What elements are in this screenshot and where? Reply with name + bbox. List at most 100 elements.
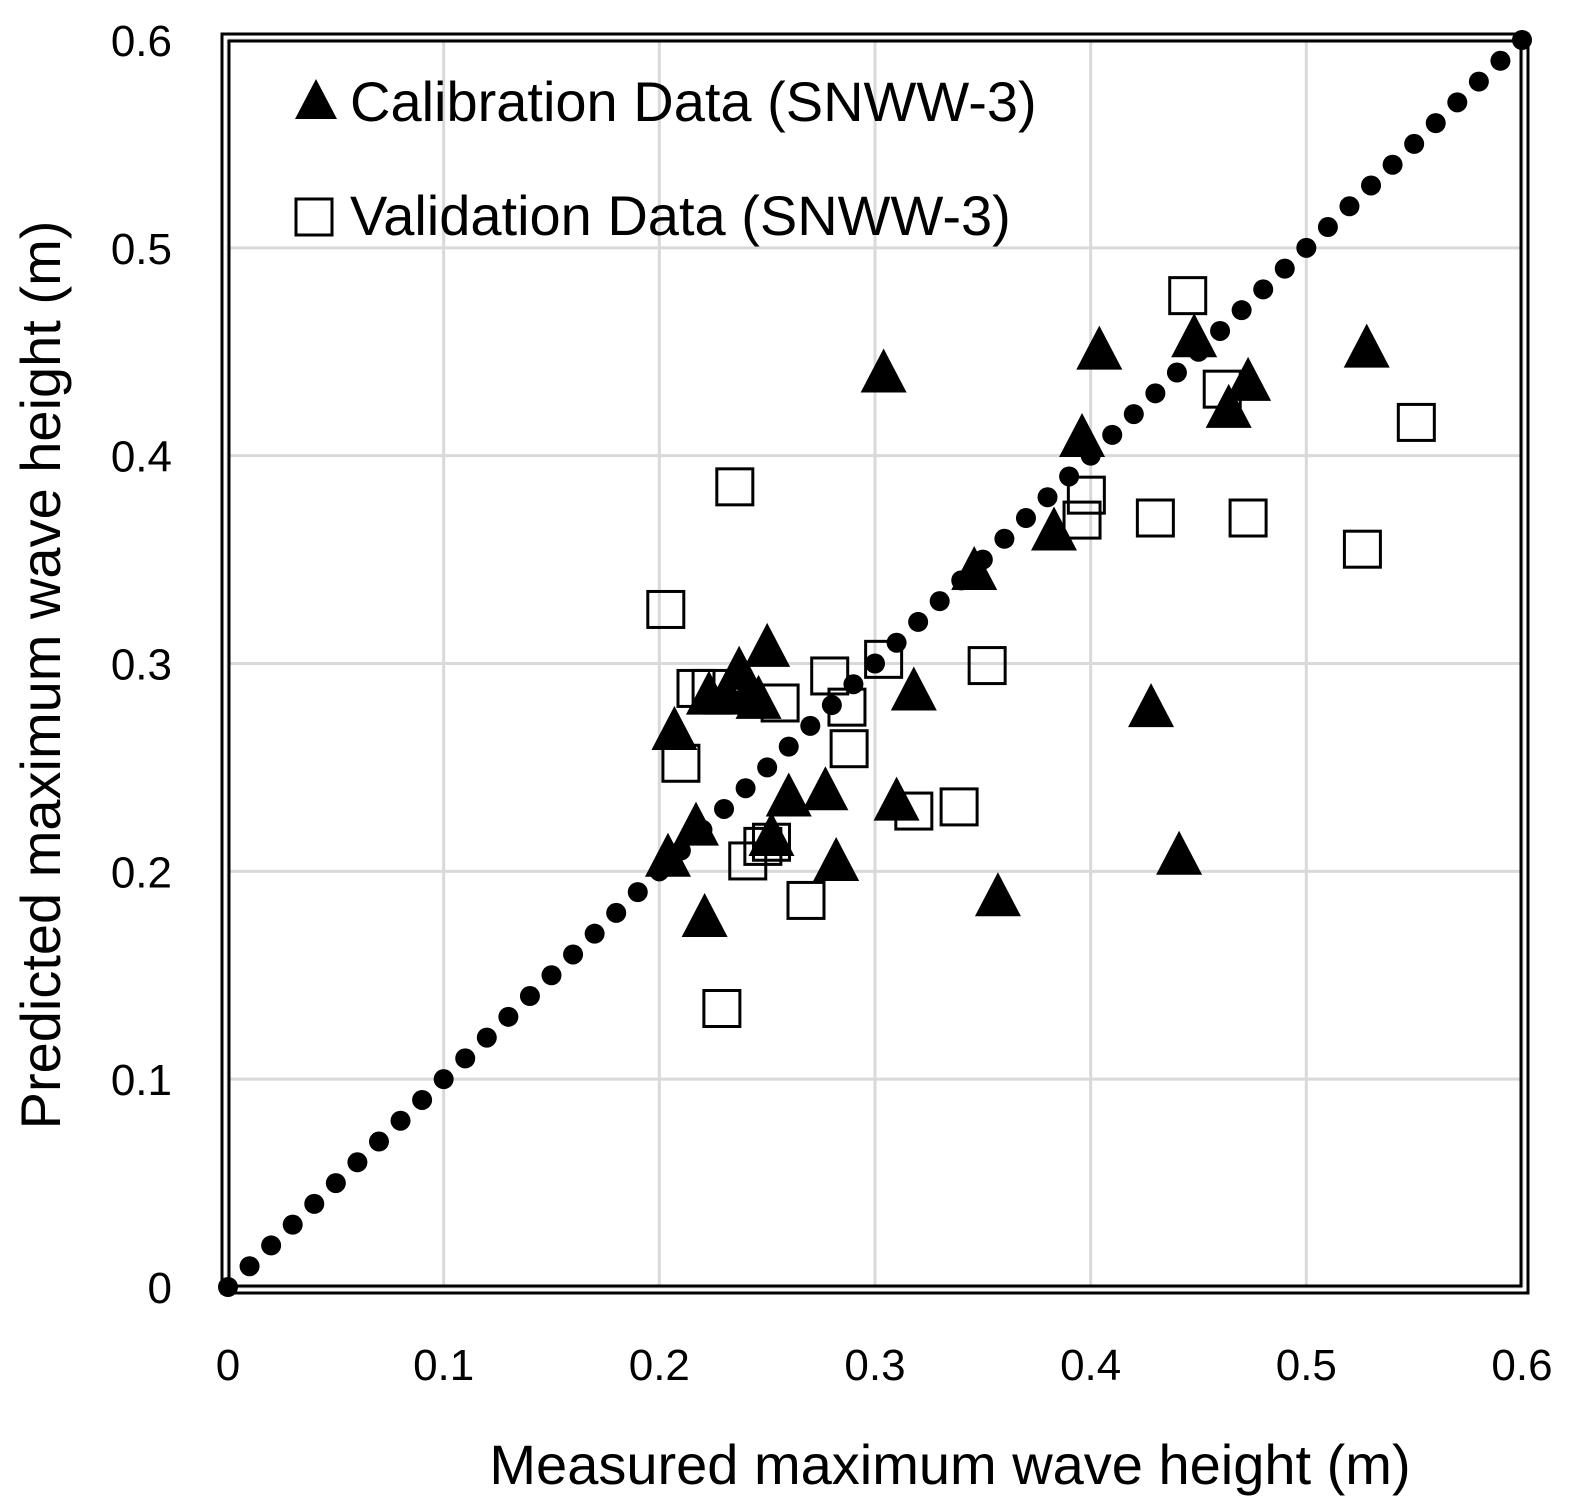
ref-dot (433, 1069, 454, 1090)
x-tick-label: 0.6 (1491, 1341, 1552, 1390)
validation-point (1062, 500, 1102, 540)
ref-dot (627, 882, 648, 903)
ref-dot (929, 591, 950, 612)
validation-series (646, 276, 1436, 1029)
ref-dot (304, 1193, 325, 1214)
ref-dot (908, 611, 929, 632)
x-tick-label: 0.4 (1060, 1341, 1121, 1390)
calibration-point (813, 836, 860, 881)
calibration-point (744, 622, 791, 667)
validation-point (1066, 475, 1106, 515)
validation-point (939, 787, 979, 827)
ref-dot (1447, 92, 1468, 113)
ref-dot (584, 923, 605, 944)
ref-dot (1166, 362, 1187, 383)
y-tick-label: 0.1 (111, 1056, 172, 1105)
ref-dot (455, 1048, 476, 1069)
calibration-point (890, 666, 937, 711)
calibration-point (1076, 325, 1123, 370)
ref-dot (347, 1152, 368, 1173)
validation-point (786, 880, 826, 920)
ref-dot (1339, 196, 1360, 217)
ref-dot (368, 1131, 389, 1152)
validation-point (827, 687, 867, 727)
ref-dot (1210, 320, 1231, 341)
x-tick-label: 0.2 (629, 1341, 690, 1390)
ref-dot (1296, 237, 1317, 258)
ref-dot (498, 1006, 519, 1027)
validation-point (1396, 402, 1436, 442)
calibration-point (1171, 313, 1218, 358)
calibration-point (860, 348, 907, 393)
validation-point (864, 639, 904, 679)
calibration-point (735, 674, 782, 719)
x-tick-label: 0 (216, 1341, 240, 1390)
ref-dot (1425, 113, 1446, 134)
x-axis-title: Measured maximum wave height (m) (489, 1433, 1410, 1496)
plot-frame (220, 32, 1530, 1295)
validation-point (829, 729, 869, 769)
calibration-point (1128, 683, 1175, 728)
legend-validation-label: Validation Data (SNWW-3) (350, 184, 1011, 247)
calibration-point (681, 893, 728, 938)
calibration-point (748, 812, 795, 857)
ref-dot (1037, 487, 1058, 508)
ref-dot (606, 902, 627, 923)
legend-calibration-label: Calibration Data (SNWW-3) (350, 70, 1037, 133)
y-tick-label: 0.3 (111, 641, 172, 690)
one-to-one-line (218, 30, 1532, 1297)
ref-dot (519, 986, 540, 1007)
ref-dot (1253, 279, 1274, 300)
validation-point (751, 822, 791, 862)
validation-point (702, 989, 742, 1029)
x-tick-label: 0.1 (413, 1341, 474, 1390)
ref-dot (476, 1027, 497, 1048)
ref-dot (1145, 383, 1166, 404)
validation-point (715, 467, 755, 507)
ref-dot (1274, 258, 1295, 279)
ref-dot (821, 695, 842, 716)
ref-dot (757, 757, 778, 778)
validation-point (743, 826, 783, 866)
ref-dot (541, 965, 562, 986)
ref-dot (239, 1256, 260, 1277)
ref-dot (1361, 175, 1382, 196)
x-tick-label: 0.5 (1276, 1341, 1337, 1390)
validation-point (1202, 369, 1242, 409)
y-tick-label: 0.5 (111, 225, 172, 274)
validation-point (760, 683, 800, 723)
calibration-point (1156, 830, 1203, 875)
ref-dot (563, 944, 584, 965)
frame-outer (220, 32, 1530, 1295)
legend-validation-marker (294, 197, 334, 237)
calibration-point (644, 832, 691, 877)
y-tick-label: 0.6 (111, 17, 172, 66)
validation-point (646, 589, 686, 629)
ref-dot (1123, 404, 1144, 425)
validation-point (1342, 529, 1382, 569)
validation-point (1135, 498, 1175, 538)
y-axis-title: Predicted maximum wave height (m) (9, 221, 72, 1130)
ref-dot (390, 1110, 411, 1131)
calibration-point (974, 872, 1021, 917)
validation-point (967, 646, 1007, 686)
y-tick-label: 0 (148, 1264, 172, 1313)
ref-dot (1015, 508, 1036, 529)
ref-dot (261, 1235, 282, 1256)
ref-dot (1490, 50, 1511, 71)
legend: Calibration Data (SNWW-3) Validation Dat… (294, 70, 1037, 247)
ref-dot (714, 798, 735, 819)
validation-point (661, 743, 701, 783)
ref-dot (735, 778, 756, 799)
ref-dot (1102, 424, 1123, 445)
y-axis-ticks: 0 0.1 0.2 0.3 0.4 0.5 0.6 (111, 17, 172, 1313)
ref-dot (325, 1173, 346, 1194)
ref-dot (1468, 71, 1489, 92)
validation-point (691, 668, 731, 708)
calibration-point (672, 801, 719, 846)
ref-dot (412, 1089, 433, 1110)
calibration-point (802, 766, 849, 811)
x-tick-label: 0.3 (844, 1341, 905, 1390)
ref-dot (865, 653, 885, 674)
